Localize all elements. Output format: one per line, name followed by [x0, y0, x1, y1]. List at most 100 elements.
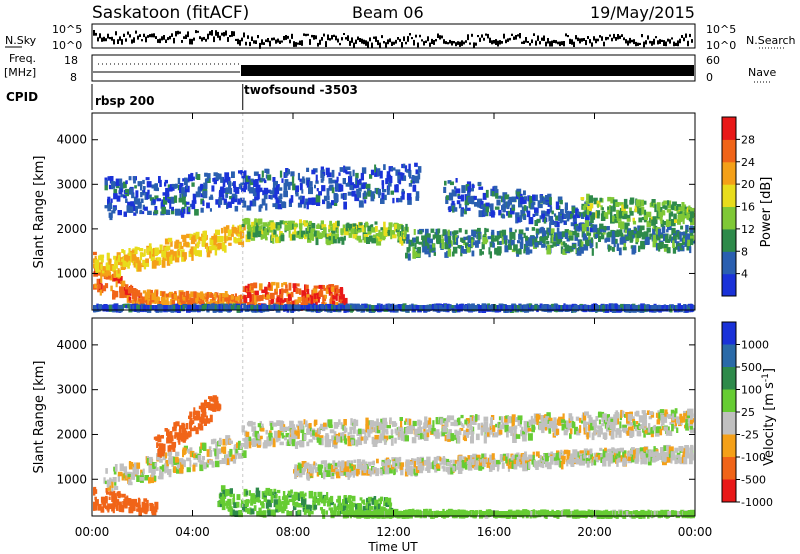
power-cell — [672, 201, 677, 205]
power-cell — [634, 205, 639, 212]
velocity-cell — [537, 415, 542, 420]
velocity-cell — [139, 507, 144, 513]
velocity-cell — [149, 476, 154, 484]
power-cell — [585, 214, 590, 221]
power-cell — [667, 220, 673, 226]
power-cell — [320, 220, 324, 226]
velocity-cell — [288, 434, 292, 442]
power-cell — [581, 206, 584, 210]
velocity-cell — [458, 429, 462, 436]
power-cell — [339, 288, 344, 295]
velocity-cell — [100, 506, 105, 513]
nsky-sample — [355, 39, 357, 44]
power-cell — [636, 199, 641, 208]
power-cell — [243, 182, 247, 188]
velocity-cell — [295, 424, 301, 428]
power-cell — [534, 242, 537, 248]
power-cell — [154, 247, 158, 256]
velocity-cell — [555, 428, 560, 435]
power-cell — [281, 282, 284, 288]
velocity-cell — [477, 423, 481, 430]
power-cell — [262, 222, 268, 227]
power-cell — [133, 196, 138, 205]
velocity-cell — [259, 435, 263, 440]
velocity-cell — [598, 419, 601, 425]
power-cell — [668, 305, 671, 311]
power-cell — [566, 214, 570, 222]
power-cell — [251, 221, 256, 229]
velocity-cell — [239, 445, 242, 450]
power-cell — [657, 207, 662, 212]
velocity-cell — [299, 440, 305, 448]
power-cell — [313, 293, 317, 299]
velocity-cell — [630, 422, 633, 426]
power-cell — [516, 191, 521, 197]
power-cell — [188, 304, 191, 312]
power-cell — [332, 179, 337, 184]
power-cell — [429, 244, 434, 251]
velocity-cell — [610, 422, 613, 427]
velocity-cell — [412, 420, 417, 427]
power-cell — [682, 217, 685, 225]
velocity-cell — [648, 423, 651, 429]
nsky-sample — [507, 38, 509, 42]
power-cell — [676, 210, 681, 214]
power-cell — [310, 224, 316, 233]
power-cell — [188, 207, 191, 212]
velocity-cell — [643, 427, 648, 431]
nsky-sample — [683, 37, 685, 42]
nsky-sample — [587, 36, 589, 39]
power-cell — [371, 238, 377, 244]
power-cell — [465, 242, 469, 249]
nsky-sample — [469, 42, 471, 45]
power-cell — [234, 238, 240, 244]
power-cell — [165, 187, 170, 196]
power-cell — [630, 245, 633, 249]
velocity-cell — [222, 446, 227, 454]
power-cell — [677, 246, 680, 252]
power-cell — [156, 290, 159, 297]
power-cell — [379, 305, 385, 312]
power-cell — [328, 287, 333, 293]
velocity-cell — [653, 424, 656, 430]
power-cell — [118, 260, 123, 266]
power-cell — [257, 174, 261, 181]
power-cell — [441, 234, 444, 238]
velocity-cell — [314, 462, 318, 466]
power-cell — [366, 237, 371, 244]
power-cell — [545, 201, 551, 205]
power-cell — [586, 206, 591, 210]
power-cell — [96, 265, 101, 273]
nsky-sample — [417, 42, 419, 48]
power-cell — [680, 206, 685, 212]
velocity-cell — [562, 413, 565, 420]
power-cell — [620, 232, 624, 238]
nsky-sample — [461, 40, 463, 46]
velocity-cell — [275, 436, 281, 441]
velocity-cell — [294, 441, 299, 449]
power-cell — [449, 181, 454, 186]
power-cell — [159, 244, 163, 252]
power-cell — [613, 214, 619, 222]
velocity-cell — [520, 417, 522, 425]
power-cell — [638, 208, 642, 216]
power-cell — [624, 305, 627, 312]
velocity-cell — [291, 439, 296, 447]
power-cell — [595, 242, 598, 249]
power-cell — [641, 209, 645, 215]
power-cell — [139, 292, 143, 301]
velocity-cell — [336, 471, 341, 479]
power-cell — [196, 242, 199, 249]
nsky-sample — [103, 36, 105, 42]
power-cell — [229, 188, 233, 195]
power-cell — [222, 305, 225, 312]
velocity-cell — [650, 427, 655, 434]
velocity-cell — [155, 467, 159, 471]
power-cell — [414, 175, 420, 184]
velocity-cell — [165, 459, 170, 464]
power-cell — [279, 170, 283, 178]
nsky-sample — [527, 41, 529, 43]
power-cell — [435, 228, 438, 235]
nsky-sample — [671, 37, 673, 40]
nsky-sample — [607, 37, 609, 40]
